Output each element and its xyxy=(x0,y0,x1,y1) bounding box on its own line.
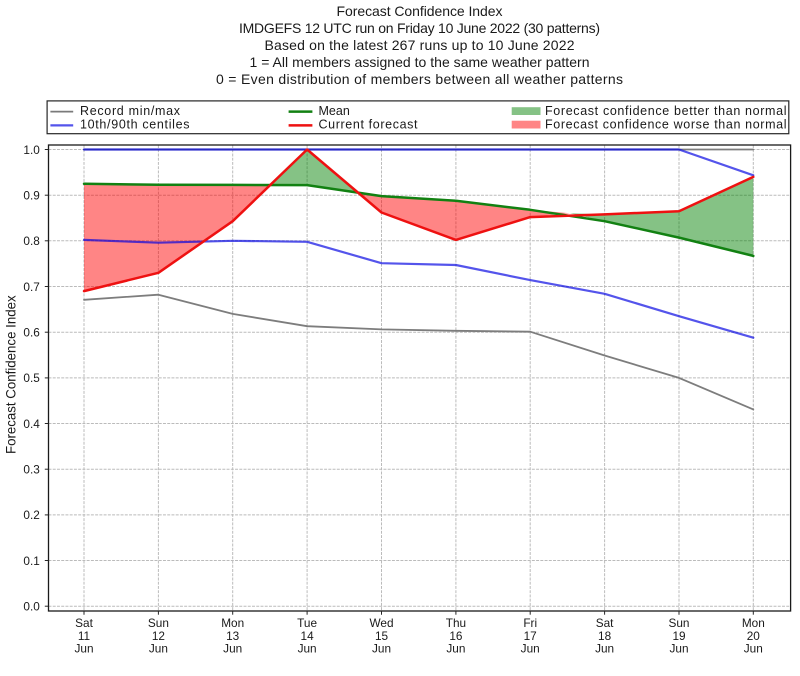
svg-text:Current forecast: Current forecast xyxy=(319,118,419,132)
svg-text:Jun: Jun xyxy=(223,642,242,656)
svg-text:0.2: 0.2 xyxy=(23,508,39,522)
svg-text:Sat: Sat xyxy=(75,616,93,630)
svg-text:Sat: Sat xyxy=(596,616,614,630)
svg-text:Tue: Tue xyxy=(297,616,317,630)
svg-text:11: 11 xyxy=(78,629,90,643)
svg-text:Jun: Jun xyxy=(669,642,688,656)
svg-text:Jun: Jun xyxy=(744,642,763,656)
svg-text:Sun: Sun xyxy=(669,616,690,630)
svg-text:0.8: 0.8 xyxy=(23,234,40,248)
svg-text:1.0: 1.0 xyxy=(23,143,40,157)
svg-text:20: 20 xyxy=(747,629,761,643)
svg-text:Mean: Mean xyxy=(319,104,350,118)
svg-text:10th/90th centiles: 10th/90th centiles xyxy=(80,118,190,132)
svg-text:17: 17 xyxy=(524,629,537,643)
svg-text:Forecast Confidence Index: Forecast Confidence Index xyxy=(2,295,18,454)
svg-text:Wed: Wed xyxy=(369,616,393,630)
svg-text:Jun: Jun xyxy=(595,642,614,656)
svg-text:0.3: 0.3 xyxy=(23,463,40,477)
svg-text:Sun: Sun xyxy=(148,616,169,630)
svg-text:Jun: Jun xyxy=(149,642,168,656)
svg-text:Jun: Jun xyxy=(521,642,540,656)
svg-text:Thu: Thu xyxy=(446,616,466,630)
svg-text:0.5: 0.5 xyxy=(23,371,40,385)
svg-text:18: 18 xyxy=(598,629,612,643)
svg-text:Forecast confidence worse than: Forecast confidence worse than normal xyxy=(545,118,787,132)
svg-text:0.1: 0.1 xyxy=(23,554,39,568)
svg-text:0.9: 0.9 xyxy=(23,189,39,203)
svg-text:0.4: 0.4 xyxy=(23,417,40,431)
svg-text:1 = All members assigned to th: 1 = All members assigned to the same wea… xyxy=(250,54,590,70)
svg-text:16: 16 xyxy=(449,629,463,643)
svg-text:0.0: 0.0 xyxy=(23,600,40,614)
svg-text:Mon: Mon xyxy=(221,616,244,630)
svg-text:13: 13 xyxy=(226,629,240,643)
svg-text:Fri: Fri xyxy=(523,616,537,630)
svg-text:Forecast Confidence Index: Forecast Confidence Index xyxy=(337,3,503,19)
svg-text:19: 19 xyxy=(672,629,685,643)
svg-text:14: 14 xyxy=(301,629,315,643)
svg-text:12: 12 xyxy=(152,629,165,643)
svg-text:Mon: Mon xyxy=(742,616,765,630)
svg-text:Record min/max: Record min/max xyxy=(80,104,181,118)
svg-text:Based on the latest 267 runs u: Based on the latest 267 runs up to 10 Ju… xyxy=(265,37,575,53)
svg-text:Forecast confidence better tha: Forecast confidence better than normal xyxy=(545,104,787,118)
svg-text:0.6: 0.6 xyxy=(23,326,40,340)
svg-text:15: 15 xyxy=(375,629,389,643)
svg-text:IMDGEFS 12 UTC run on Friday 1: IMDGEFS 12 UTC run on Friday 10 June 202… xyxy=(239,20,600,36)
svg-text:0.7: 0.7 xyxy=(23,280,39,294)
svg-text:Jun: Jun xyxy=(446,642,465,656)
svg-text:Jun: Jun xyxy=(372,642,391,656)
svg-text:Jun: Jun xyxy=(74,642,93,656)
svg-text:Jun: Jun xyxy=(298,642,317,656)
svg-text:0 = Even distribution of membe: 0 = Even distribution of members between… xyxy=(216,71,623,87)
